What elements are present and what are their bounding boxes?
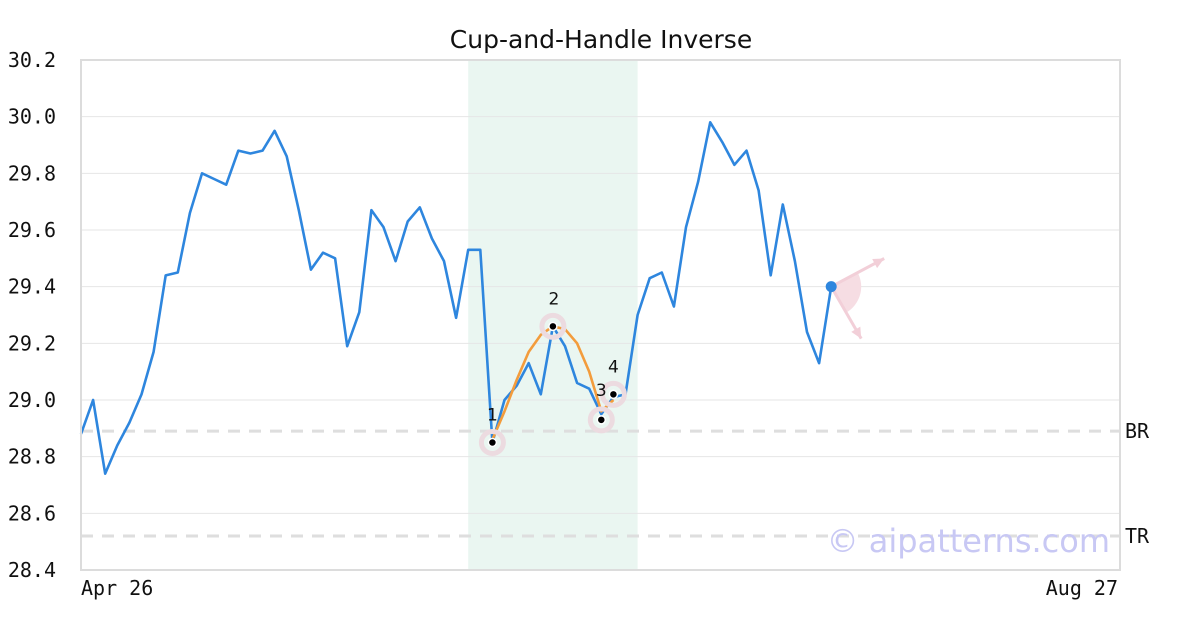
- pattern-point: [487, 437, 498, 448]
- y-tick-label: 30.0: [8, 105, 56, 129]
- last-point: [825, 281, 837, 293]
- y-tick-label: 28.4: [8, 558, 56, 582]
- y-tick-label: 30.2: [8, 48, 56, 72]
- x-tick-label: Apr 26: [81, 576, 153, 600]
- chart-title: Cup-and-Handle Inverse: [450, 25, 752, 54]
- y-tick-label: 29.6: [8, 218, 56, 242]
- x-tick-label: Aug 27: [1046, 576, 1118, 600]
- plot-frame: [80, 59, 1121, 571]
- level-label: BR: [1125, 419, 1150, 443]
- y-tick-label: 29.0: [8, 388, 56, 412]
- price-line: [79, 121, 833, 475]
- pattern-point-halo: [539, 312, 567, 340]
- y-tick-label: 29.4: [8, 275, 56, 299]
- projection-wedge: [831, 272, 862, 313]
- pattern-point-label: 1: [487, 406, 498, 426]
- pattern-point-label: 4: [608, 357, 619, 377]
- pattern-point: [548, 321, 558, 332]
- level-label: TR: [1125, 524, 1150, 548]
- pattern-point-label: 2: [548, 289, 559, 309]
- pattern-point-halo: [478, 429, 506, 456]
- pattern-point: [608, 389, 619, 400]
- y-tick-label: 29.2: [8, 331, 56, 355]
- pattern-point: [596, 415, 607, 425]
- projection-arrowhead: [872, 258, 885, 269]
- y-tick-label: 29.8: [8, 161, 56, 185]
- watermark: © aipatterns.com: [827, 522, 1110, 560]
- pattern-point-label: 3: [596, 381, 607, 401]
- y-tick-label: 28.6: [8, 501, 56, 525]
- y-tick-label: 28.8: [8, 445, 56, 469]
- pattern-point-halo: [587, 406, 615, 434]
- pattern-point-halo: [599, 380, 627, 408]
- projection-arrowhead: [851, 326, 862, 339]
